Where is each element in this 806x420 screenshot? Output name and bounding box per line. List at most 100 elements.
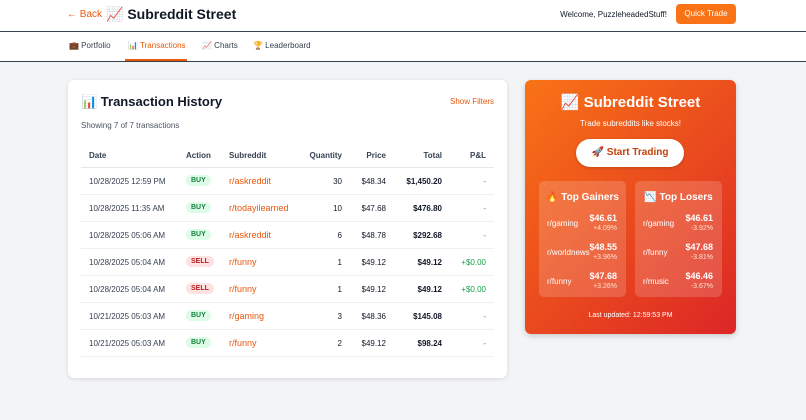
column-header: P&L (470, 151, 486, 160)
quantity-cell: 3 (337, 312, 342, 321)
tab[interactable]: 🏆 Leaderboard (253, 41, 311, 50)
mover-change: +3.26% (593, 283, 617, 290)
total-cell: $49.12 (417, 258, 442, 267)
mover-name[interactable]: r/funny (547, 277, 572, 286)
row-divider (81, 248, 494, 249)
gainers-box: 🔥 Top Gainers r/gaming $46.61 +4.09% r/world… (539, 181, 626, 297)
losers-box: 📉 Top Losers r/gaming $46.61 -3.92% r/funny $… (635, 181, 722, 297)
date-cell: 10/28/2025 11:35 AM (89, 204, 165, 213)
header: ← Back 📈 Subreddit Street Welcome, Puzzl… (0, 0, 806, 32)
action-badge: SELL (186, 283, 214, 294)
subreddit-link[interactable]: r/funny (229, 284, 257, 294)
date-cell: 10/28/2025 05:04 AM (89, 258, 166, 267)
mover-change: +3.96% (593, 254, 617, 261)
active-tab-underline (125, 59, 187, 61)
app-title: 📈 Subreddit Street (106, 6, 237, 22)
pnl-cell: - (483, 339, 486, 348)
summary: Showing 7 of 7 transactions (81, 121, 180, 130)
row-divider (81, 275, 494, 276)
mover-price: $47.68 (685, 242, 713, 252)
mover-change: -3.81% (690, 254, 713, 261)
quantity-cell: 30 (333, 177, 342, 186)
price-cell: $49.12 (361, 339, 386, 348)
price-cell: $49.12 (361, 258, 386, 267)
total-cell: $49.12 (417, 285, 442, 294)
date-cell: 10/28/2025 12:59 PM (89, 177, 166, 186)
price-cell: $48.36 (361, 312, 386, 321)
total-cell: $1,450.20 (406, 177, 442, 186)
action-badge: BUY (186, 337, 211, 348)
column-header: Quantity (309, 151, 342, 160)
date-cell: 10/21/2025 05:03 AM (89, 339, 166, 348)
welcome: Welcome, PuzzleheadedStuff! (560, 10, 667, 19)
row-divider (81, 221, 494, 222)
start-trading-button[interactable]: 🚀 Start Trading (576, 139, 684, 167)
tab[interactable]: 💼 Portfolio (69, 41, 111, 50)
column-header: Subreddit (229, 151, 267, 160)
price-cell: $48.34 (361, 177, 386, 186)
mover-name[interactable]: r/gaming (547, 219, 579, 228)
quantity-cell: 2 (337, 339, 342, 348)
action-badge: BUY (186, 175, 211, 186)
subreddit-link[interactable]: r/funny (229, 257, 257, 267)
column-header: Total (423, 151, 442, 160)
mover-change: -3.92% (690, 225, 713, 232)
row-divider (81, 302, 494, 303)
promo-title: 📈 Subreddit Street (560, 94, 701, 111)
back-link[interactable]: ← Back (67, 9, 103, 20)
action-badge: BUY (186, 202, 211, 213)
tab-bar: 💼 Portfolio 📊 Transactions 📈 Charts 🏆 Leade… (0, 32, 806, 62)
header-divider (81, 167, 494, 168)
promo-panel: 📈 Subreddit Street Trade subreddits like… (525, 80, 736, 334)
mover-name[interactable]: r/worldnews (547, 248, 590, 257)
date-cell: 10/28/2025 05:04 AM (89, 285, 166, 294)
date-cell: 10/28/2025 05:06 AM (89, 231, 166, 240)
quantity-cell: 10 (333, 204, 342, 213)
tab[interactable]: 📊 Transactions (128, 41, 186, 50)
price-cell: $48.78 (361, 231, 386, 240)
column-header: Action (186, 151, 211, 160)
subreddit-link[interactable]: r/askreddit (229, 176, 272, 186)
pnl-cell: - (483, 177, 486, 186)
card-title: 📊 Transaction History (81, 94, 223, 109)
price-cell: $49.12 (361, 285, 386, 294)
pnl-cell: +$0.00 (461, 258, 486, 267)
action-badge: BUY (186, 229, 211, 240)
quantity-cell: 1 (337, 285, 342, 294)
pnl-cell: +$0.00 (461, 285, 486, 294)
mover-price: $46.46 (685, 271, 713, 281)
tab[interactable]: 📈 Charts (202, 41, 238, 50)
pnl-cell: - (483, 231, 486, 240)
row-divider (81, 356, 494, 357)
mover-change: -3.67% (690, 283, 713, 290)
column-header: Date (89, 151, 107, 160)
mover-price: $47.68 (589, 271, 617, 281)
date-cell: 10/21/2025 05:03 AM (89, 312, 166, 321)
movers-title: 🔥 Top Gainers (546, 192, 619, 203)
mover-price: $46.61 (685, 213, 713, 223)
action-badge: SELL (186, 256, 214, 267)
subreddit-link[interactable]: r/askreddit (229, 230, 272, 240)
mover-name[interactable]: r/music (643, 277, 669, 286)
mover-name[interactable]: r/gaming (643, 219, 675, 228)
action-badge: BUY (186, 310, 211, 321)
column-header: Price (366, 151, 386, 160)
pnl-cell: - (483, 312, 486, 321)
row-divider (81, 329, 494, 330)
subreddit-link[interactable]: r/funny (229, 338, 257, 348)
total-cell: $476.80 (413, 204, 442, 213)
total-cell: $98.24 (417, 339, 442, 348)
row-divider (81, 194, 494, 195)
mover-name[interactable]: r/funny (643, 248, 668, 257)
subreddit-link[interactable]: r/gaming (229, 311, 265, 321)
subreddit-link[interactable]: r/todayilearned (229, 203, 289, 213)
transaction-card: 📊 Transaction History Show Filters Showi… (68, 80, 507, 378)
quantity-cell: 1 (337, 258, 342, 267)
show-filters[interactable]: Show Filters (449, 97, 494, 106)
pnl-cell: - (483, 204, 486, 213)
movers-title: 📉 Top Losers (644, 192, 713, 203)
mover-change: +4.09% (593, 225, 617, 232)
total-cell: $145.08 (413, 312, 442, 321)
price-cell: $47.68 (361, 204, 386, 213)
quick-trade-button[interactable]: Quick Trade (676, 4, 736, 24)
